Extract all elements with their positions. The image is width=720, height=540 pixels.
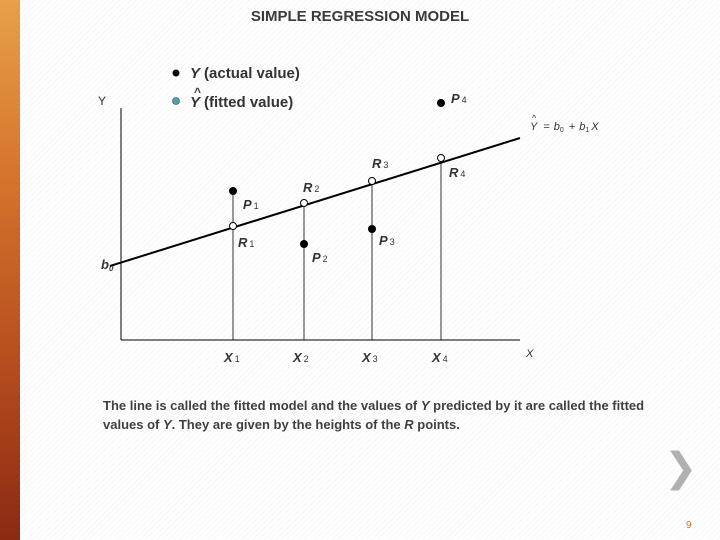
- regression-equation: Y = b0 + b1 X: [530, 121, 599, 134]
- caption-part-4: points.: [413, 417, 460, 432]
- fitted-point-r1: [229, 222, 237, 230]
- caption-y-1: Y: [420, 398, 430, 413]
- caption-part-2: predicted by it are called the fitted va…: [103, 398, 645, 432]
- equation-hat: ^: [532, 113, 537, 123]
- page-number: 9: [686, 520, 692, 531]
- actual-point-p3: [368, 225, 376, 233]
- legend-actual: Y (actual value): [190, 65, 300, 82]
- sidebar-accent: [0, 0, 20, 540]
- legend-actual-marker: [172, 69, 180, 77]
- caption-y-2: Y: [162, 417, 172, 432]
- caption-part-1: The line is called the fitted model and …: [103, 398, 421, 413]
- legend-fitted: Y (fitted value): [190, 94, 293, 111]
- legend-fitted-hat: ^: [194, 85, 201, 99]
- caption-part-3: . They are given by the heights of the: [171, 417, 405, 432]
- legend-fitted-marker: [172, 97, 180, 105]
- actual-point-p2: [300, 240, 308, 248]
- fitted-line: [109, 137, 521, 267]
- fitted-point-r2: [300, 199, 308, 207]
- intercept-label: b0: [101, 257, 114, 273]
- x-axis-label: X: [525, 348, 534, 360]
- actual-point-p1: [229, 187, 237, 195]
- y-axis-label: Y: [98, 94, 106, 108]
- fitted-point-r4: [437, 154, 445, 162]
- caption-r: R: [404, 417, 414, 432]
- slide-title: SIMPLE REGRESSION MODEL: [250, 8, 470, 25]
- actual-point-p4: [437, 99, 445, 107]
- fitted-point-r3: [368, 177, 376, 185]
- caption: The line is called the fitted model and …: [103, 396, 683, 434]
- chevron-right-icon[interactable]: ❯: [664, 445, 698, 491]
